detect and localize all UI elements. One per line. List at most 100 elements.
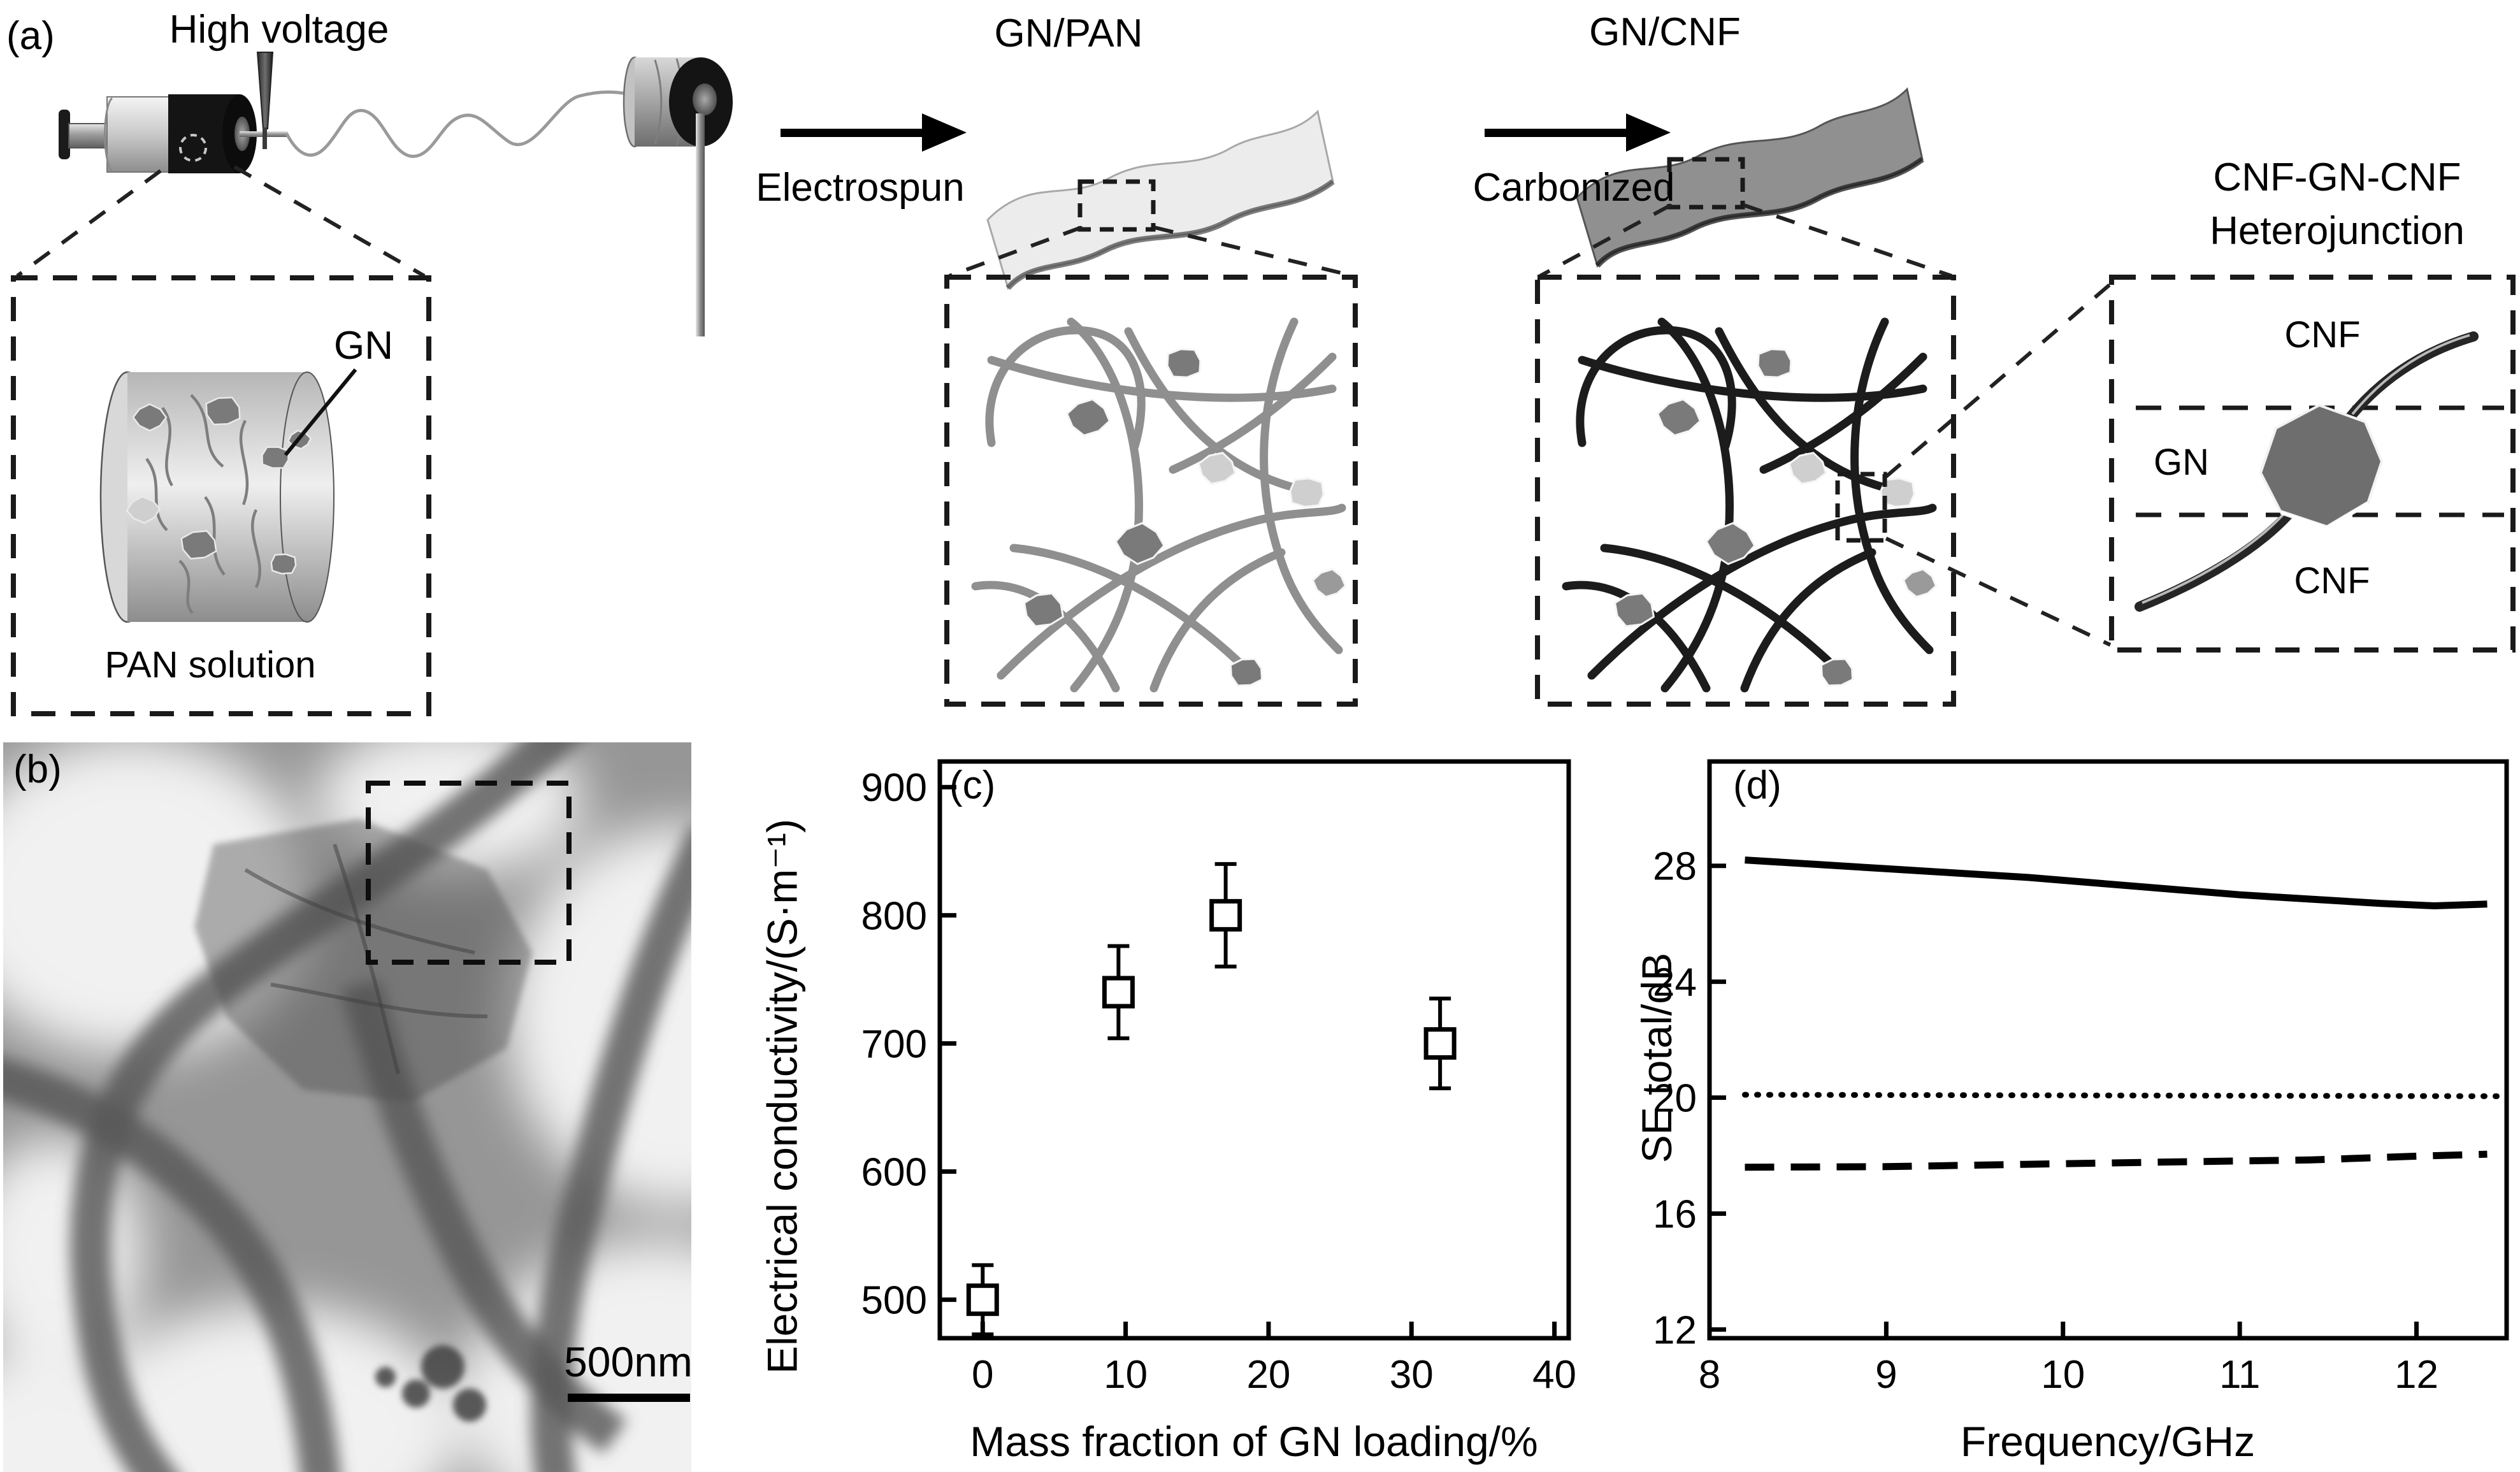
- gn-flake: [1289, 477, 1325, 508]
- fiber: [1149, 548, 1286, 693]
- series-line-dotted: [1742, 1092, 2508, 1099]
- series-line-dashed: [1745, 1150, 2488, 1171]
- y-tick-label: 16: [1653, 1192, 1697, 1236]
- polymer-jet: [285, 90, 634, 158]
- tem-debris: [375, 1345, 486, 1422]
- y-tick-label: 600: [861, 1151, 927, 1195]
- panel-c-conductivity-chart: 0 10 20 30 40 500 600 700 800 900 (c) Electrical …: [733, 733, 1593, 1472]
- x-tick-label: 8: [1699, 1353, 1720, 1397]
- y-tick-label: 500: [861, 1279, 927, 1323]
- gn-cnf-membrane: [1576, 87, 1924, 268]
- x-tick-label: 0: [972, 1353, 993, 1397]
- gn-flakes-in-solution: [126, 396, 312, 575]
- hetero-cnf-bottom-label: CNF: [2294, 560, 2370, 602]
- pan-polymer-chains: [145, 394, 261, 614]
- fiber: [1740, 548, 1876, 693]
- gn-flake: [1705, 522, 1756, 565]
- gn-flake: [1114, 522, 1165, 565]
- x-tick-label: 30: [1390, 1353, 1434, 1397]
- scale-bar-label: 500nm: [564, 1338, 693, 1385]
- panel-b-label: (b): [13, 747, 62, 791]
- x-tick-label: 10: [2041, 1353, 2085, 1397]
- carbonized-arrow: [1485, 113, 1671, 152]
- zoom-connector-lines: [16, 165, 2112, 647]
- gn-flake-junction: [2259, 403, 2384, 530]
- plot-frame: [1707, 759, 2509, 1341]
- cnf-fiber-bottom: [2135, 505, 2298, 612]
- data-marker-square: [1209, 898, 1242, 932]
- gn-callout-label: GN: [334, 324, 393, 368]
- x-tick-label: 20: [1246, 1353, 1290, 1397]
- panel-c-label: (c): [949, 763, 996, 807]
- electrospinning-schematic-graphic: [11, 52, 2516, 716]
- membrane1-zoom-box: [1077, 179, 1156, 232]
- gn-flake: [1656, 398, 1702, 437]
- panel-c-ylabel: Electrical conductivity/(S·m⁻¹): [758, 819, 806, 1374]
- high-voltage-electrode: [256, 52, 274, 149]
- se-total-plot-graphic: 8 9 10 11 12 12 16 20 24 28: [1653, 759, 2509, 1397]
- hetero-cnf-top-label: CNF: [2284, 314, 2361, 356]
- conductivity-plot-graphic: 0 10 20 30 40 500 600 700 800 900: [861, 759, 1576, 1397]
- gn-flake: [1613, 592, 1655, 628]
- inset-gn-cnf-network: [1535, 275, 1956, 707]
- series-line-solid: [1745, 856, 2488, 910]
- gn-flake: [132, 403, 168, 432]
- plot-frame: [937, 759, 1571, 1341]
- scale-bar: [568, 1394, 690, 1402]
- panel-a-label: (a): [6, 14, 55, 58]
- spinneret-dashed-circle: [179, 134, 207, 162]
- fiber: [1260, 317, 1343, 654]
- y-tick-label: 700: [861, 1022, 927, 1066]
- y-tick-label: 800: [861, 894, 927, 938]
- x-tick-label: 9: [1875, 1353, 1897, 1397]
- fiber: [1009, 544, 1257, 680]
- gn-flake: [1757, 348, 1792, 379]
- fiber: [1715, 327, 1902, 495]
- y-tick-label: 24: [1653, 961, 1697, 1005]
- fiber: [1759, 352, 1927, 474]
- x-tick-label: 10: [1104, 1353, 1148, 1397]
- hetero-gn-label: GN: [2154, 442, 2209, 483]
- y-tick-label: 28: [1653, 845, 1697, 889]
- gn-flake: [1197, 451, 1237, 486]
- fiber: [1600, 544, 1848, 680]
- x-tick-label: 11: [2219, 1353, 2260, 1397]
- y-tick-label: 20: [1653, 1077, 1697, 1121]
- hetero-title-line2: Heterojunction: [2210, 209, 2465, 253]
- gn-callout-line: [284, 368, 357, 456]
- panel-d-shielding-chart: 8 9 10 11 12 12 16 20 24 28 (d) SE total/dB Frequ…: [1625, 733, 2520, 1472]
- gn-flake: [261, 446, 289, 469]
- gn-flake: [1902, 568, 1938, 598]
- panel-a-schematic: (a) High voltage GN/PAN GN/CNF Electrosp…: [0, 0, 2520, 733]
- drum-shaft: [696, 113, 705, 336]
- pan-solution-label: PAN solution: [104, 644, 316, 686]
- fiber: [997, 503, 1346, 680]
- y-tick-label: 900: [861, 766, 927, 810]
- x-tick-label: 40: [1532, 1353, 1576, 1397]
- gn-pan-membrane: [986, 109, 1335, 291]
- y-tick-label: 12: [1653, 1308, 1697, 1352]
- collector-drum: [623, 56, 733, 336]
- gn-flake: [1166, 348, 1202, 379]
- gn-flake: [270, 553, 297, 575]
- panel-d-ylabel: SE total/dB: [1633, 952, 1680, 1164]
- gn-flake: [1065, 398, 1111, 437]
- fiber: [1169, 352, 1337, 474]
- gn-flake: [1229, 658, 1264, 687]
- data-marker-square: [966, 1283, 999, 1317]
- process2-label: Carbonized: [1472, 166, 1675, 210]
- fiber: [1850, 317, 1934, 654]
- gn-flake: [1311, 568, 1347, 598]
- membrane2-title: GN/CNF: [1589, 10, 1741, 54]
- gn-flake: [180, 530, 217, 560]
- hetero-title-line1: CNF-GN-CNF: [2213, 155, 2461, 199]
- gn-flake: [205, 396, 241, 426]
- tem-micrograph-graphic: [3, 742, 691, 1472]
- gn-flake: [1788, 451, 1827, 486]
- data-marker-square: [1423, 1027, 1457, 1060]
- fiber: [1587, 503, 1937, 680]
- membrane1-title: GN/PAN: [994, 11, 1143, 55]
- data-marker-square: [1102, 976, 1135, 1009]
- gn-flake: [126, 495, 161, 524]
